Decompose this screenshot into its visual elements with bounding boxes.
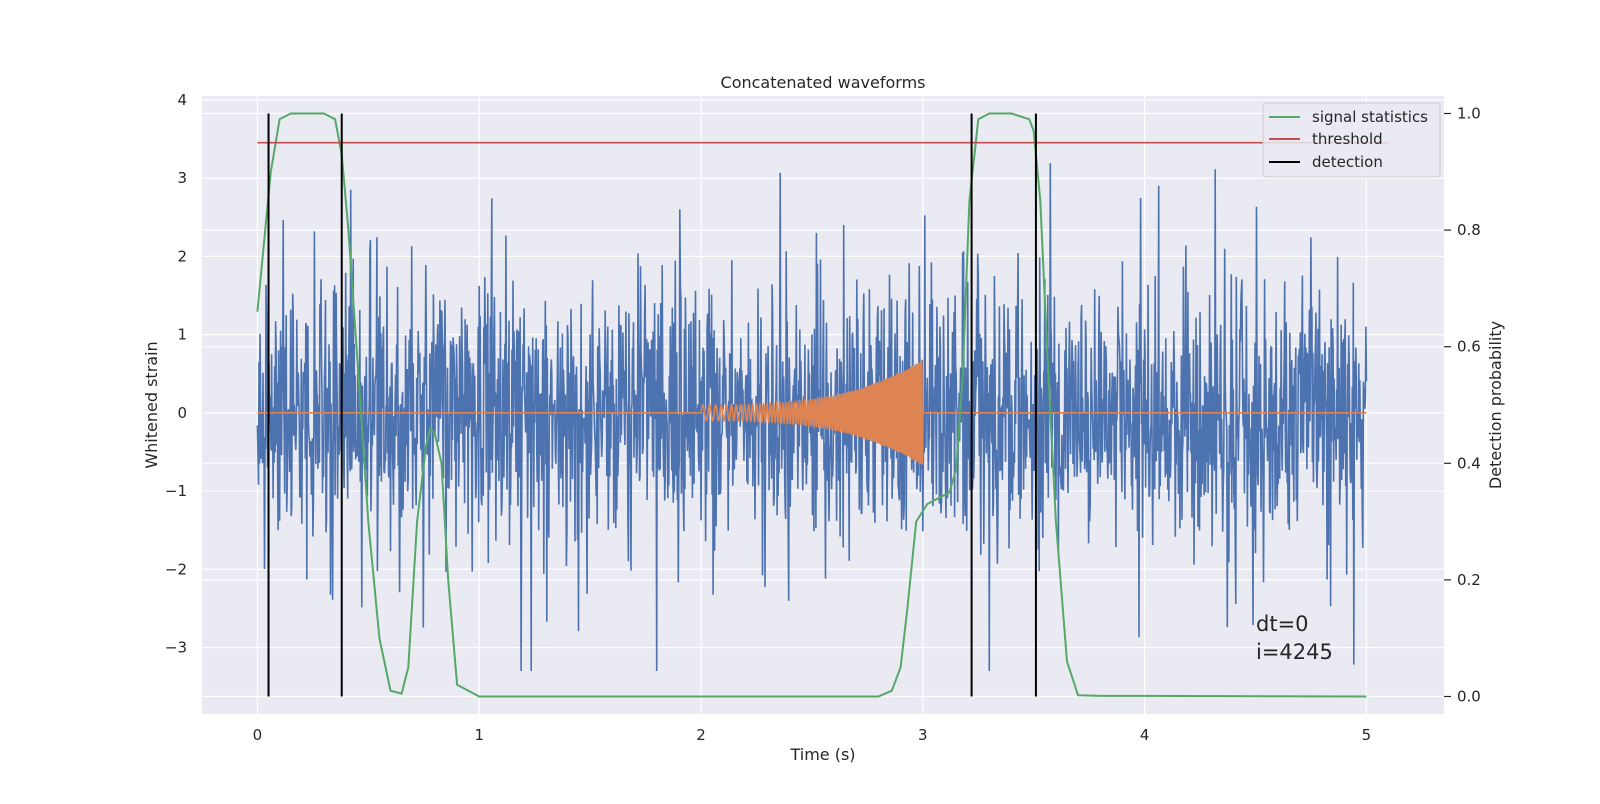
y-tick-label-right: 0.8 [1457,221,1481,239]
y-axis-label-right: Detection probability [1486,321,1505,489]
x-tick-label: 2 [696,726,706,744]
x-tick-label: 5 [1362,726,1372,744]
y-tick-label-left: 1 [177,326,187,344]
x-axis-label: Time (s) [789,745,855,764]
y-tick-label-right: 0.4 [1457,454,1481,472]
legend: signal statistics threshold detection [1262,102,1441,178]
legend-label-threshold: threshold [1312,130,1383,148]
chart-title: Concatenated waveforms [721,73,926,92]
annotation-i: i=4245 [1256,640,1333,664]
data-layer [256,112,1389,698]
y-tick-label-left: −2 [165,560,187,578]
legend-label-detection: detection [1312,153,1383,171]
series-noise-line [256,163,1368,672]
y-tick-label-right: 0.6 [1457,338,1481,356]
annotation-dt: dt=0 [1256,612,1309,636]
y-tick-label-left: −3 [165,639,187,657]
ticks: 0 1 2 3 4 5 −3 −2 −1 0 1 2 3 4 0.0 0.2 0.4 0.6 0.8 1.0 [165,91,1481,744]
y-tick-label-right: 0.0 [1457,688,1481,706]
y-axis-label-left: Whitened strain [142,341,161,468]
legend-box [1262,102,1441,178]
y-tick-label-left: 2 [177,247,187,265]
y-tick-label-left: 3 [177,169,187,187]
y-tick-label-left: 4 [177,91,187,109]
y-tick-label-left: −1 [165,482,187,500]
x-tick-label: 0 [253,726,263,744]
x-tick-label: 4 [1140,726,1150,744]
y-tick-label-right: 1.0 [1457,104,1481,122]
y-tick-label-left: 0 [177,404,187,422]
legend-label-signal-statistics: signal statistics [1312,108,1428,126]
series-chirp-line [257,360,1367,465]
x-tick-label: 3 [918,726,928,744]
x-tick-label: 1 [474,726,484,744]
y-tick-label-right: 0.2 [1457,571,1481,589]
